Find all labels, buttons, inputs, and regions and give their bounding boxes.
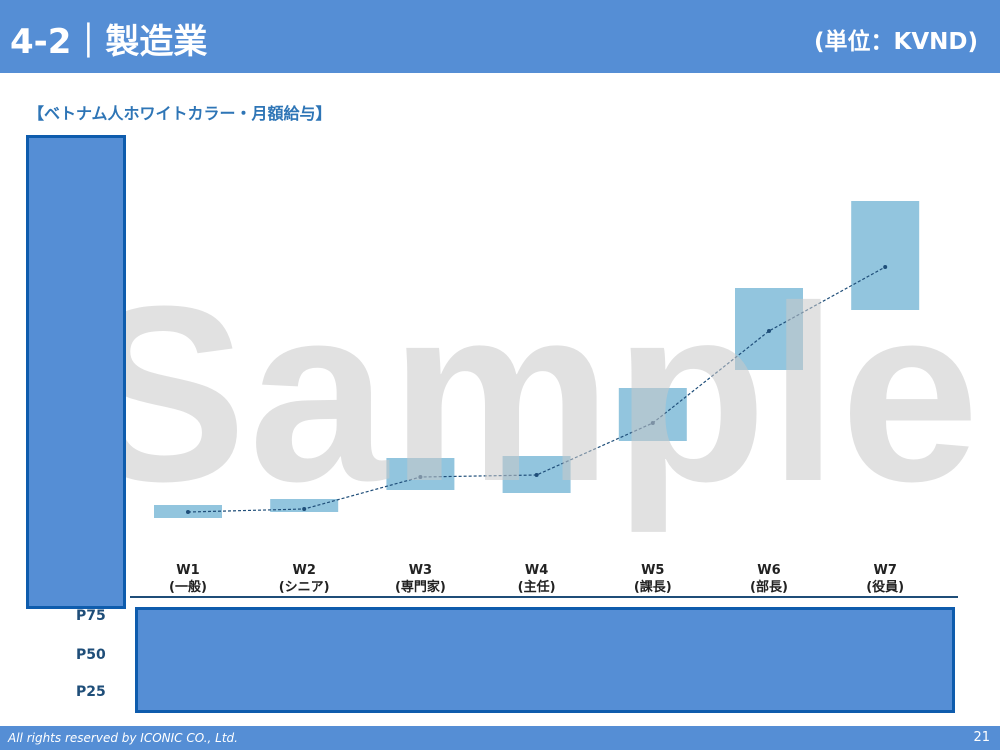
median-point-W5 bbox=[650, 421, 655, 425]
category-name: (一般) bbox=[169, 580, 207, 595]
range-bar-W7 bbox=[851, 201, 920, 310]
category-code: W6 bbox=[757, 563, 781, 578]
category-label-W4: W4 (主任) bbox=[487, 562, 587, 596]
header-bar: 4-2｜製造業 (単位：KVND) bbox=[0, 0, 1000, 73]
median-point-W7 bbox=[883, 265, 888, 269]
range-bar-W5 bbox=[618, 388, 687, 441]
axis-cover-box bbox=[26, 135, 126, 609]
watermark: Sample bbox=[80, 254, 982, 533]
range-bar-W2 bbox=[270, 499, 339, 512]
category-label-W6: W6 (部長) bbox=[719, 562, 819, 596]
median-point-W4 bbox=[534, 473, 539, 477]
median-point-W1 bbox=[186, 510, 190, 514]
category-code: W2 bbox=[292, 563, 316, 578]
chart-subtitle: 【ベトナム人ホワイトカラー・月額給与】 bbox=[28, 104, 332, 123]
copyright: All rights reserved by ICONIC CO., Ltd. bbox=[8, 731, 238, 745]
category-label-W5: W5 (課長) bbox=[603, 562, 703, 596]
category-code: W3 bbox=[408, 563, 433, 578]
range-bar-W3 bbox=[386, 458, 455, 490]
category-code: W5 bbox=[641, 563, 665, 578]
category-name: (専門家) bbox=[394, 580, 446, 595]
table-cover-box bbox=[135, 607, 955, 713]
page-title: 4-2｜製造業 bbox=[10, 22, 208, 62]
category-name: (主任) bbox=[517, 580, 556, 595]
category-label-W3: W3 (専門家) bbox=[370, 562, 470, 596]
row-label-p50: P50 bbox=[76, 647, 106, 663]
category-label-W2: W2 (シニア) bbox=[254, 562, 354, 596]
category-name: (部長) bbox=[750, 580, 788, 595]
category-code: W4 bbox=[524, 563, 549, 578]
page-number: 21 bbox=[973, 730, 990, 745]
category-code: W1 bbox=[176, 563, 200, 578]
median-point-W3 bbox=[418, 475, 423, 479]
median-point-W6 bbox=[767, 329, 771, 333]
category-name: (役員) bbox=[866, 580, 905, 595]
median-point-W2 bbox=[302, 507, 307, 511]
footer: All rights reserved by ICONIC CO., Ltd. … bbox=[0, 726, 1000, 750]
category-label-W7: W7 (役員) bbox=[835, 562, 935, 596]
category-name: (課長) bbox=[633, 580, 672, 595]
unit-label: (単位：KVND) bbox=[814, 29, 978, 55]
row-label-p25: P25 bbox=[76, 684, 106, 700]
category-label-W1: W1 (一般) bbox=[138, 562, 238, 596]
category-code: W7 bbox=[873, 563, 897, 578]
row-label-p75: P75 bbox=[76, 608, 106, 624]
category-name: (シニア) bbox=[278, 580, 330, 595]
